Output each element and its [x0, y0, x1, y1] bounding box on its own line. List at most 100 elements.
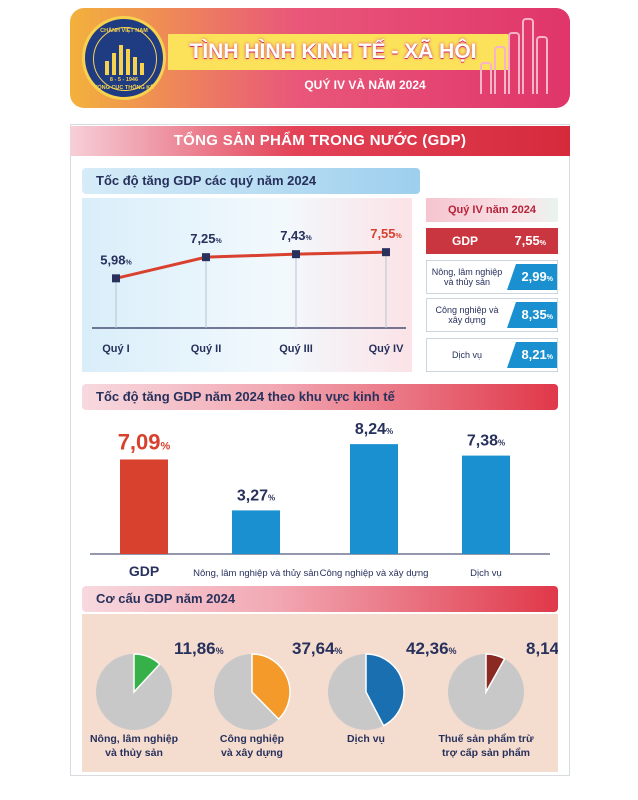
sector-heading-bar: Tốc độ tăng GDP năm 2024 theo khu vực ki…	[82, 384, 558, 410]
x-tick-label: Dịch vụ	[470, 568, 502, 579]
content-frame	[70, 124, 570, 776]
data-label-number: 7,43	[280, 228, 305, 243]
bar	[350, 444, 398, 554]
q4-sector-row: Dịch vụ 8,21%	[426, 338, 558, 372]
section-title: TỔNG SẢN PHẨM TRONG NƯỚC (GDP)	[173, 132, 467, 149]
bar-value-number: 8,24	[355, 421, 386, 438]
logo-text-date: 8 - 5 - 1946	[109, 77, 139, 83]
unit: %	[546, 276, 553, 283]
quarterly-chart-area: 5,98% Quý I 7,25% Quý II 7,43% Quý III 7,55% Qu…	[82, 198, 412, 372]
q4-sector-label: Dịch vụ	[451, 350, 482, 360]
q4-gdp-value-wrap: 7,55%	[514, 228, 546, 257]
pie-value: 37,64%	[292, 639, 343, 658]
q4-sector-value-wrap: 8,35%	[507, 302, 557, 328]
q4-sector-label: Công nghiệp và xây dựng	[435, 305, 499, 325]
pie-slice	[133, 653, 161, 694]
data-label-number: 7,25	[190, 231, 215, 246]
q4-sector-value: 8,21	[521, 347, 547, 362]
header-banner: CHÀNH VIỆT NAM 8 - 5 - 1946 TỔNG CỤC THỐ…	[70, 8, 570, 108]
logo-text-top: CHÀNH VIỆT NAM	[100, 28, 148, 34]
unit: %	[161, 440, 171, 452]
pie-label: Dịch vụ	[347, 733, 385, 745]
q4-sector-value-wrap: 2,99%	[507, 264, 557, 290]
bar-value-number: 7,09	[118, 429, 161, 454]
data-label: 7,25%	[190, 231, 222, 246]
pie-value-number: 42,36	[406, 639, 449, 658]
unit: %	[386, 427, 393, 436]
data-point	[112, 274, 120, 283]
bar	[232, 510, 280, 554]
pie-label: Công nghiệp	[220, 733, 284, 745]
data-label: 7,55%	[370, 226, 402, 241]
q4-panel-title: Quý IV năm 2024	[447, 204, 537, 216]
unit: %	[498, 439, 505, 448]
pie-value-number: 37,64	[292, 639, 335, 658]
q4-gdp-row: GDP 7,55%	[426, 228, 558, 254]
q4-panel-title-bar: Quý IV năm 2024	[426, 198, 558, 222]
pie-slice	[251, 653, 291, 721]
data-point	[382, 248, 390, 257]
bar-value: 3,27%	[237, 487, 275, 504]
bar-value-number: 7,38	[467, 433, 498, 450]
unit: %	[396, 233, 403, 240]
quarterly-line-chart: 5,98% Quý I 7,25% Quý II 7,43% Quý III 7,55% Qu…	[92, 226, 406, 355]
unit: %	[268, 493, 275, 502]
logo-text-bottom: TỔNG CỤC THỐNG KÊ	[94, 85, 154, 91]
page-title: TÌNH HÌNH KINH TẾ - XÃ HỘI	[189, 40, 477, 63]
q4-sector-value-wrap: 8,21%	[507, 342, 557, 368]
unit: %	[539, 240, 546, 247]
decor-bar-icon	[522, 18, 534, 94]
page-subtitle: QUÝ IV VÀ NĂM 2024	[304, 78, 426, 92]
q4-gdp-value: 7,55	[514, 233, 540, 248]
quarterly-heading: Tốc độ tăng GDP các quý năm 2024	[96, 173, 317, 188]
pie-slice	[485, 653, 506, 695]
gso-logo: CHÀNH VIỆT NAM 8 - 5 - 1946 TỔNG CỤC THỐ…	[82, 16, 166, 100]
x-tick-label: Quý II	[191, 343, 222, 355]
structure-heading: Cơ cấu GDP năm 2024	[96, 591, 236, 606]
decor-bar-icon	[536, 36, 548, 94]
unit: %	[126, 259, 133, 266]
sector-bar-svg: 7,09% GDP 3,27% Nông, lâm nghiệp và thủy sả…	[90, 421, 550, 579]
x-tick-label: Quý IV	[369, 343, 405, 355]
x-tick-label: Quý III	[279, 343, 313, 355]
data-label: 5,98%	[100, 252, 132, 267]
pie-value: 11,86%	[174, 639, 224, 658]
q4-sector-value: 8,35	[521, 307, 547, 322]
title-band	[168, 34, 508, 70]
unit: %	[216, 646, 224, 656]
data-label: 7,43%	[280, 228, 312, 243]
data-label-number: 5,98	[100, 252, 125, 267]
q4-sector-row: Nông, lâm nghiệp và thủy sản 2,99%	[426, 260, 558, 294]
q4-sector-value: 2,99	[521, 269, 547, 284]
pie-slice	[365, 653, 405, 727]
pie-label: trợ cấp sản phẩm	[442, 747, 530, 759]
unit: %	[306, 235, 313, 242]
data-point	[292, 250, 300, 259]
decor-bar-icon	[480, 62, 492, 94]
pie-value-number: 8,14	[526, 639, 558, 658]
structure-pie-panel: 11,86% Nông, lâm nghiệp và thủy sản 37,64% C…	[82, 614, 567, 772]
data-label-number: 7,55	[370, 226, 395, 241]
q4-sector-row: Công nghiệp và xây dựng 8,35%	[426, 298, 558, 332]
x-tick-label: Quý I	[102, 343, 130, 355]
pie-value-number: 11,86	[174, 639, 216, 658]
unit: %	[449, 646, 457, 656]
x-tick-label: GDP	[129, 563, 159, 579]
bar	[120, 459, 168, 554]
pie-value: 42,36%	[406, 639, 457, 658]
pie-label: và xây dựng	[221, 747, 283, 759]
decor-bar-icon	[494, 46, 506, 94]
structure-pie-svg: 11,86% Nông, lâm nghiệp và thủy sản 37,64% C…	[90, 639, 567, 759]
bar-value: 8,24%	[355, 421, 393, 438]
bar-value: 7,09%	[118, 429, 171, 454]
pie-value: 8,14%	[526, 639, 558, 658]
sector-bar-chart: 7,09% GDP 3,27% Nông, lâm nghiệp và thủy sả…	[82, 414, 558, 584]
unit: %	[216, 238, 223, 245]
sector-heading: Tốc độ tăng GDP năm 2024 theo khu vực ki…	[96, 389, 395, 404]
structure-heading-bar: Cơ cấu GDP năm 2024	[82, 586, 558, 612]
section-title-bar: TỔNG SẢN PHẨM TRONG NƯỚC (GDP)	[70, 126, 570, 156]
q4-sector-label: Nông, lâm nghiệp và thủy sản	[431, 267, 503, 287]
series-line	[115, 250, 387, 280]
decor-bar-icon	[508, 32, 520, 94]
bar-value: 7,38%	[467, 433, 505, 450]
